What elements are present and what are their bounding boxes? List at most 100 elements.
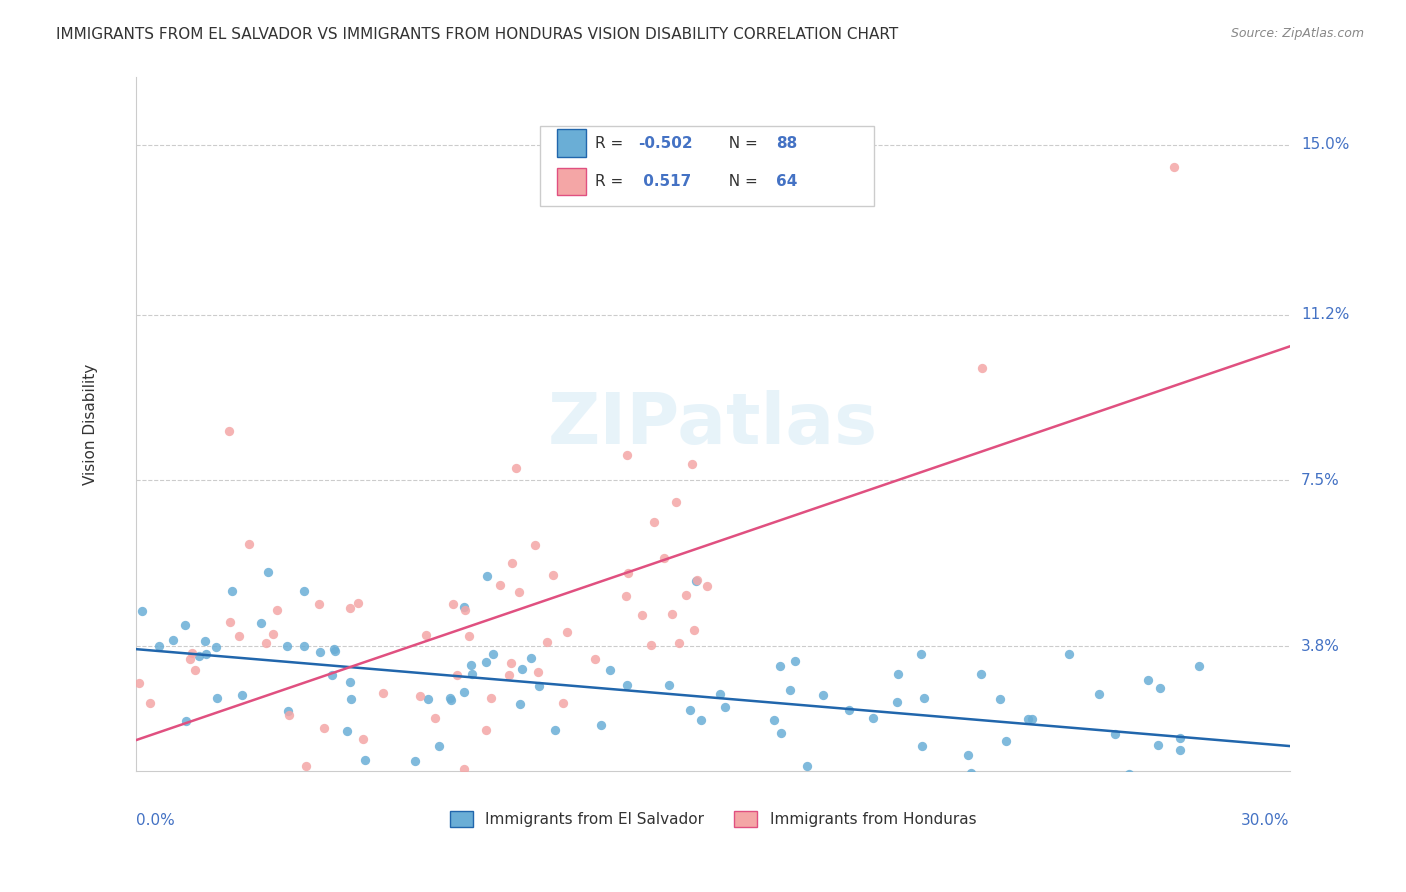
Point [460, 658, 482, 673]
Text: 3.8%: 3.8% [1301, 639, 1340, 654]
Point [475, 655, 498, 669]
Point [1002, 772, 1025, 787]
Point [911, 739, 934, 753]
Point [134, 787, 156, 801]
Point [690, 713, 713, 727]
Point [762, 713, 785, 727]
Point [322, 641, 344, 656]
Point [340, 692, 363, 706]
Point [769, 725, 792, 739]
Point [616, 678, 638, 692]
Point [505, 461, 527, 475]
Point [524, 538, 547, 552]
Point [373, 686, 395, 700]
Text: IMMIGRANTS FROM EL SALVADOR VS IMMIGRANTS FROM HONDURAS VISION DISABILITY CORREL: IMMIGRANTS FROM EL SALVADOR VS IMMIGRANT… [56, 27, 898, 42]
Point [339, 674, 361, 689]
Point [1021, 712, 1043, 726]
Point [454, 602, 477, 616]
Point [862, 711, 884, 725]
Point [266, 603, 288, 617]
Point [498, 668, 520, 682]
Point [276, 639, 298, 653]
Point [599, 663, 621, 677]
Point [508, 584, 530, 599]
Point [510, 662, 533, 676]
Point [995, 734, 1018, 748]
Point [679, 703, 702, 717]
Point [696, 579, 718, 593]
Text: 88: 88 [776, 136, 797, 151]
FancyBboxPatch shape [540, 126, 875, 206]
Text: N =: N = [718, 174, 762, 189]
Point [262, 627, 284, 641]
Point [453, 762, 475, 776]
Point [292, 639, 315, 653]
Point [184, 663, 207, 677]
Point [811, 688, 834, 702]
Text: 7.5%: 7.5% [1301, 473, 1340, 488]
Point [959, 765, 981, 780]
Point [686, 573, 709, 587]
Point [128, 676, 150, 690]
Text: ZIPatlas: ZIPatlas [548, 390, 877, 458]
Point [681, 457, 703, 471]
Point [1118, 767, 1140, 781]
Point [425, 711, 447, 725]
Text: 64: 64 [776, 174, 797, 189]
Point [838, 702, 860, 716]
Point [336, 724, 359, 739]
Point [176, 714, 198, 728]
Point [415, 628, 437, 642]
Point [205, 787, 228, 801]
Point [529, 679, 551, 693]
Point [616, 448, 638, 462]
Point [458, 629, 481, 643]
Point [910, 647, 932, 661]
Point [583, 652, 606, 666]
Point [453, 685, 475, 699]
Point [536, 635, 558, 649]
Point [685, 574, 707, 588]
Point [439, 691, 461, 706]
Point [658, 678, 681, 692]
Point [779, 682, 801, 697]
Point [309, 645, 332, 659]
Point [181, 646, 204, 660]
Point [643, 515, 665, 529]
Point [1149, 681, 1171, 695]
Point [228, 629, 250, 643]
Point [614, 589, 637, 603]
Point [179, 652, 201, 666]
Point [308, 597, 330, 611]
Point [218, 425, 240, 439]
Point [1054, 777, 1077, 791]
Point [427, 739, 450, 753]
Point [409, 689, 432, 703]
Point [440, 692, 463, 706]
Point [441, 597, 464, 611]
Point [292, 584, 315, 599]
Point [339, 601, 361, 615]
Point [970, 361, 993, 376]
Point [956, 747, 979, 762]
Point [553, 696, 575, 710]
Point [955, 786, 977, 800]
Point [1017, 712, 1039, 726]
Point [195, 647, 218, 661]
Point [769, 658, 792, 673]
Point [194, 633, 217, 648]
Text: 0.0%: 0.0% [136, 813, 176, 828]
Point [453, 600, 475, 615]
Text: -0.502: -0.502 [638, 136, 693, 151]
Point [1136, 673, 1159, 688]
Point [321, 668, 343, 682]
Point [555, 625, 578, 640]
Point [912, 690, 935, 705]
Point [325, 644, 347, 658]
Point [1164, 787, 1187, 801]
Point [347, 596, 370, 610]
Point [1104, 727, 1126, 741]
Text: 15.0%: 15.0% [1301, 137, 1350, 153]
Point [174, 618, 197, 632]
Point [250, 615, 273, 630]
